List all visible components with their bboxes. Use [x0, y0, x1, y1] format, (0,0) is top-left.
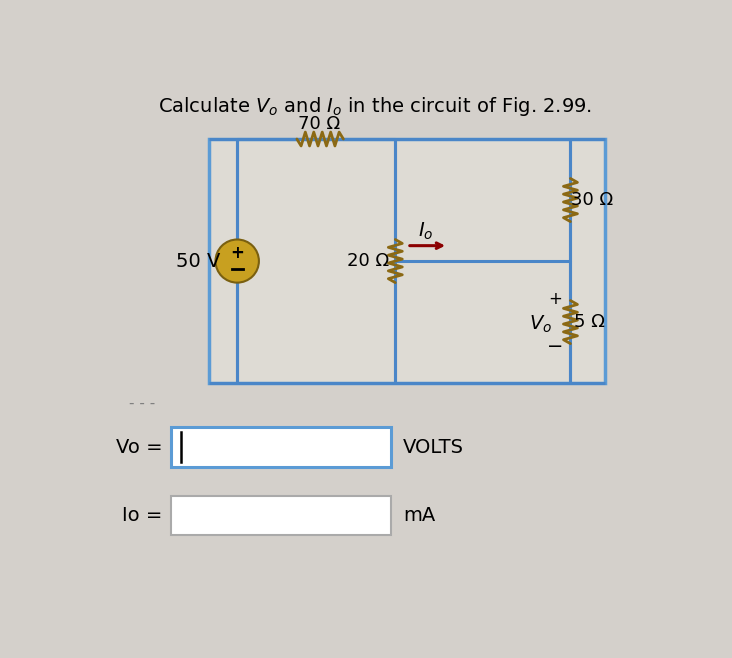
Text: $I_o$: $I_o$: [418, 221, 433, 242]
Text: Calculate $V_o$ and $I_o$ in the circuit of Fig. 2.99.: Calculate $V_o$ and $I_o$ in the circuit…: [158, 95, 592, 118]
Text: +: +: [231, 244, 244, 263]
FancyBboxPatch shape: [171, 496, 392, 535]
Text: −: −: [547, 338, 563, 356]
Text: $V_o$: $V_o$: [529, 314, 553, 335]
Text: 20 Ω: 20 Ω: [347, 252, 389, 270]
Text: VOLTS: VOLTS: [403, 438, 464, 457]
Circle shape: [215, 240, 259, 283]
Text: - - -: - - -: [129, 396, 155, 411]
Text: 70 Ω: 70 Ω: [297, 114, 340, 133]
Bar: [209, 139, 605, 383]
FancyBboxPatch shape: [171, 427, 392, 467]
Text: Vo =: Vo =: [116, 438, 163, 457]
Text: 30 Ω: 30 Ω: [571, 191, 613, 209]
Text: Io =: Io =: [122, 506, 163, 525]
Text: 5 Ω: 5 Ω: [575, 313, 605, 331]
Text: +: +: [548, 290, 562, 308]
Text: 50 V: 50 V: [176, 251, 220, 270]
Text: mA: mA: [403, 506, 436, 525]
